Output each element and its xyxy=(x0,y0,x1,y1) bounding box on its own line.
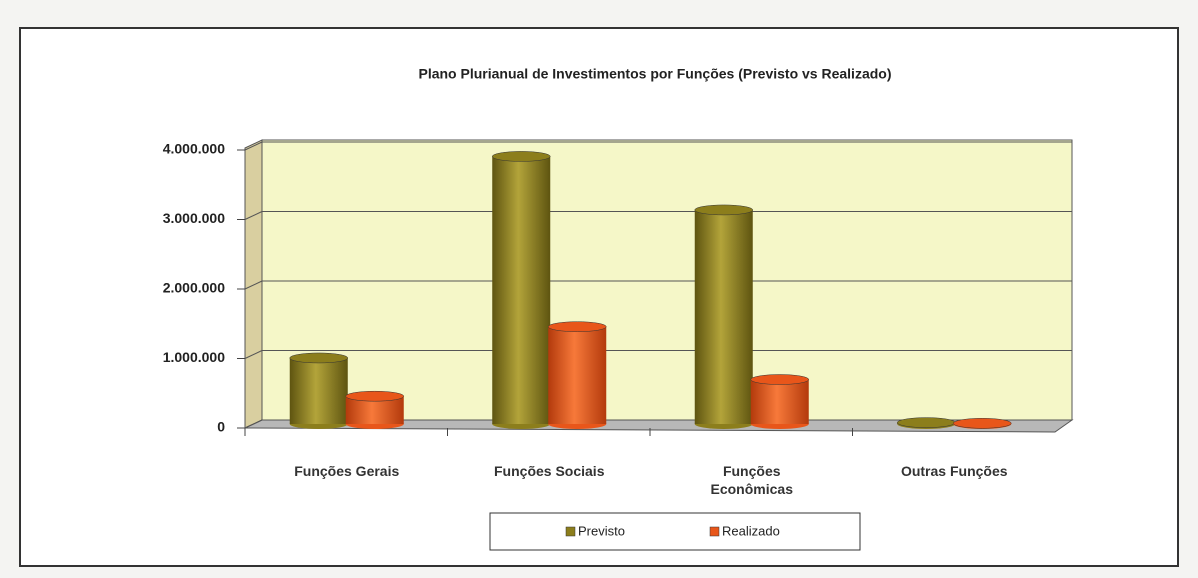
chart-title: Plano Plurianual de Investimentos por Fu… xyxy=(418,66,891,82)
grid-line xyxy=(244,141,263,151)
legend-box xyxy=(489,512,861,551)
bar-top xyxy=(897,417,956,428)
bar-top xyxy=(345,390,404,402)
grid-line xyxy=(244,280,263,290)
grid-line xyxy=(244,350,263,359)
y-tick-label: 1.000.000 xyxy=(163,349,225,365)
bar-top xyxy=(694,204,753,216)
legend-swatch xyxy=(565,526,576,537)
bar-top xyxy=(492,151,551,162)
bar-top xyxy=(953,418,1012,429)
legend-label: Realizado xyxy=(722,523,780,538)
bar xyxy=(492,156,551,425)
grid-line xyxy=(244,211,263,220)
x-tick-label: Outras Funções xyxy=(900,463,1008,479)
bar-top xyxy=(750,374,809,385)
bar xyxy=(694,209,753,424)
x-tick-label: Funções Gerais xyxy=(294,463,400,479)
legend-swatch xyxy=(709,526,720,537)
bar xyxy=(548,326,607,424)
side-wall xyxy=(244,139,263,429)
bar xyxy=(289,357,348,424)
grid-line xyxy=(244,419,263,429)
y-tick-label: 2.000.000 xyxy=(163,280,225,296)
back-wall xyxy=(261,139,1073,421)
legend-label: Previsto xyxy=(578,523,625,538)
y-tick-label: 4.000.000 xyxy=(163,141,225,157)
bar-top xyxy=(289,352,348,364)
x-tick-label: Funções Sociais xyxy=(494,463,605,479)
x-tick-label: Funções Econômicas xyxy=(710,463,793,497)
bar xyxy=(750,379,809,424)
y-tick-label: 0 xyxy=(217,419,225,435)
bar-top xyxy=(548,321,607,332)
y-tick-label: 3.000.000 xyxy=(163,210,225,226)
